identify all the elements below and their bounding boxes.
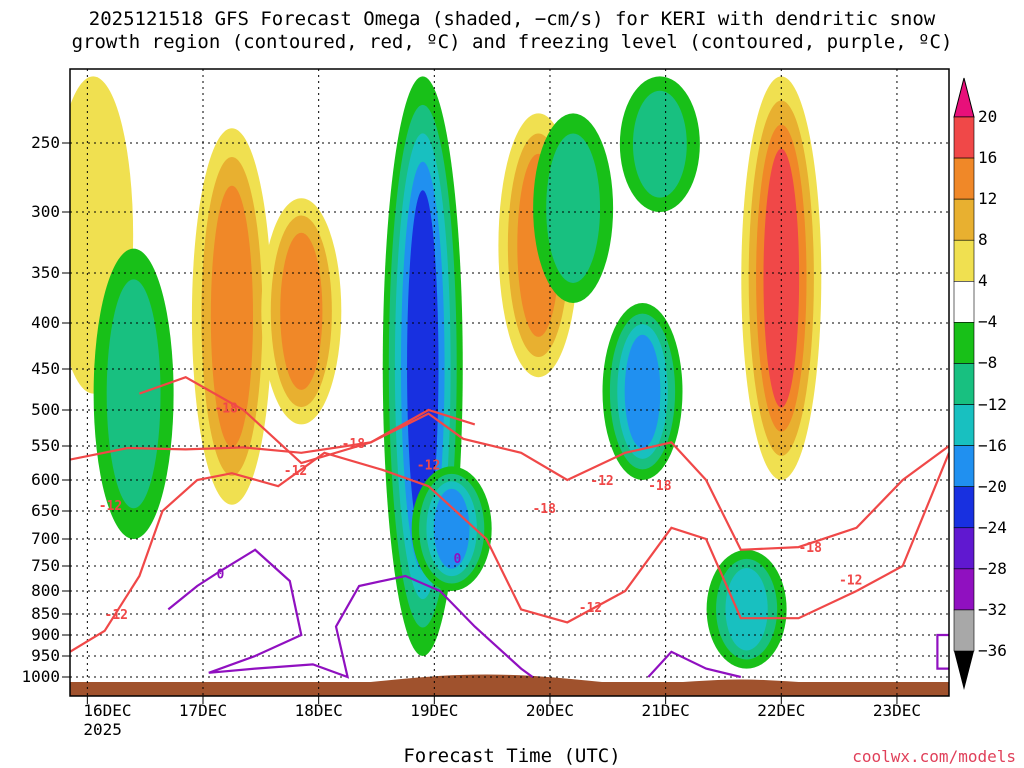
colorbar-label: −8 xyxy=(978,353,998,373)
colorbar-swatch-12 xyxy=(953,609,975,652)
contour-label-7: -12 xyxy=(417,458,440,473)
contour-label-4: -18 xyxy=(798,541,822,556)
shade-region-7-level-1 xyxy=(546,133,601,283)
colorbar-label: 16 xyxy=(978,148,998,168)
contour-label-10: -12 xyxy=(579,601,602,616)
plot-frame xyxy=(69,68,950,697)
y-tick-label: 300 xyxy=(31,202,60,221)
colorbar-swatch-1 xyxy=(953,157,975,200)
colorbar-label: −32 xyxy=(978,599,1007,619)
colorbar-label: −24 xyxy=(978,517,1007,537)
shade-region-8-level-3 xyxy=(624,334,661,449)
y-tick-label: 900 xyxy=(31,625,60,644)
y-tick-label: 850 xyxy=(31,604,60,623)
colorbar-label: 20 xyxy=(978,107,998,126)
contour-label-3: -18 xyxy=(648,479,672,494)
colorbar-swatch-5 xyxy=(953,322,975,364)
shade-region-5-level-3 xyxy=(433,488,470,569)
colorbar-swatch-11 xyxy=(953,568,975,611)
contour-label-13: 0 xyxy=(454,552,462,567)
source-credit: coolwx.com/models xyxy=(852,747,1016,766)
colorbar-swatch-0 xyxy=(953,116,975,159)
x-tick-label: 17DEC xyxy=(178,701,228,720)
colorbar-top-arrow xyxy=(953,77,975,118)
y-tick-label: 1000 xyxy=(21,667,60,686)
colorbar-swatch-3 xyxy=(953,239,975,282)
contour-label-5: -12 xyxy=(99,499,122,514)
y-tick-label: 550 xyxy=(31,436,60,455)
colorbar-swatch-6 xyxy=(953,363,975,405)
x-tick-label: 16DEC xyxy=(83,701,132,720)
shade-region-2-level-2 xyxy=(210,185,254,448)
colorbar-swatch-4 xyxy=(953,281,975,323)
y-tick-label: 750 xyxy=(31,556,60,575)
contour-red-upper xyxy=(70,412,949,551)
colorbar-label: −4 xyxy=(978,312,998,332)
colorbar-label: −20 xyxy=(978,476,1007,496)
x-tick-label: 20DEC xyxy=(525,701,575,720)
y-tick-label: 250 xyxy=(31,133,60,152)
x-tick-label: 23DEC xyxy=(872,701,922,720)
contour-label-1: -18 xyxy=(342,437,366,452)
y-tick-label: 950 xyxy=(31,646,60,665)
terrain-ground xyxy=(70,674,949,696)
year-label: 2025 xyxy=(83,720,122,739)
colorbar-label: 8 xyxy=(978,230,988,250)
y-tick-label: 350 xyxy=(31,263,60,282)
y-tick-label: 400 xyxy=(31,313,60,332)
y-tick-label: 800 xyxy=(31,581,60,600)
x-tick-label: 19DEC xyxy=(410,701,459,720)
colorbar-label: −36 xyxy=(978,641,1007,660)
y-tick-label: 700 xyxy=(31,529,60,548)
shade-region-11-level-2 xyxy=(725,567,768,651)
colorbar-swatch-8 xyxy=(953,445,975,487)
chart-title-line1: 2025121518 GFS Forecast Omega (shaded, −… xyxy=(88,8,936,30)
x-tick-label: 18DEC xyxy=(294,701,343,720)
shade-region-1-level-1 xyxy=(106,279,161,509)
contour-label-12: 0 xyxy=(216,568,224,583)
y-tick-label: 450 xyxy=(31,359,60,378)
x-axis-title: Forecast Time (UTC) xyxy=(403,745,621,767)
y-tick-label: 650 xyxy=(31,501,60,520)
colorbar-bottom-arrow xyxy=(954,651,974,690)
colorbar-label: −28 xyxy=(978,558,1007,578)
colorbar-label: −12 xyxy=(978,394,1007,414)
y-tick-label: 600 xyxy=(31,470,60,489)
contour-label-2: -18 xyxy=(532,502,556,517)
colorbar-swatch-7 xyxy=(953,404,975,446)
colorbar-swatch-2 xyxy=(953,198,975,241)
contour-red-lower xyxy=(70,451,949,653)
shade-region-10-level-3 xyxy=(763,148,800,408)
contour-label-0: -18 xyxy=(214,402,238,417)
contour-label-8: -12 xyxy=(590,474,613,489)
contour-purple-freezing xyxy=(167,548,534,679)
shade-region-4-level-4 xyxy=(407,190,439,543)
shade-region-3-level-2 xyxy=(280,232,323,390)
x-tick-label: 21DEC xyxy=(641,701,690,720)
contour-label-11: -12 xyxy=(839,574,862,589)
x-tick-label: 22DEC xyxy=(757,701,806,720)
colorbar-label: 4 xyxy=(978,271,988,291)
colorbar-label: 12 xyxy=(978,189,998,209)
contour-purple-freezing-east xyxy=(647,650,742,679)
y-tick-label: 500 xyxy=(31,400,60,419)
colorbar-label: −16 xyxy=(978,435,1007,455)
colorbar-swatch-9 xyxy=(953,486,975,529)
shade-region-9-level-1 xyxy=(632,90,687,198)
contour-label-6: -12 xyxy=(284,464,307,479)
contour-red-top xyxy=(139,375,476,465)
colorbar-swatch-10 xyxy=(953,527,975,570)
contour-label-9: -12 xyxy=(105,608,128,623)
chart-title-line2: growth region (contoured, red, ºC) and f… xyxy=(71,31,953,53)
contour-purple-freezing-edge xyxy=(936,633,949,670)
